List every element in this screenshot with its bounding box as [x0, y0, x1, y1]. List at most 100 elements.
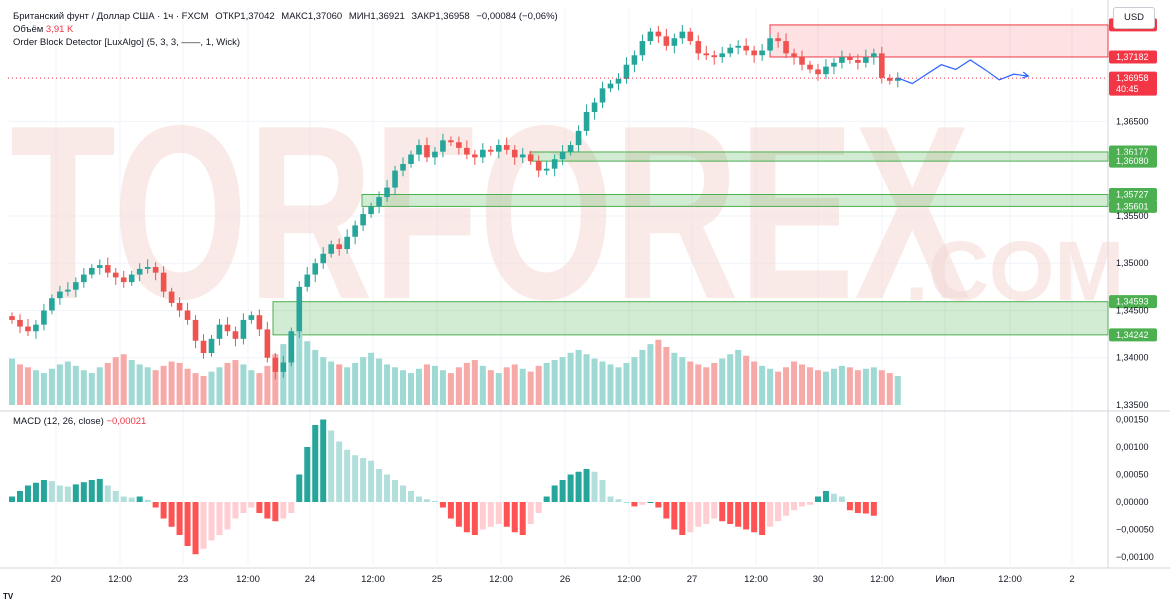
- time-axis[interactable]: 20 12:00 23 12:00 24 12:00 25 12:00 26 12:00 27 12:…: [51, 574, 1075, 585]
- candle-body: [352, 225, 358, 237]
- macd-legend[interactable]: MACD (12, 26, close) −0,00021: [13, 416, 146, 427]
- candle-body: [73, 282, 79, 290]
- price-tag: [1109, 199, 1157, 213]
- candle-body: [503, 145, 510, 150]
- macd-bar: [655, 502, 662, 508]
- candle-body: [400, 163, 406, 171]
- candle-body: [296, 286, 303, 332]
- candle-body: [791, 53, 797, 58]
- candle-body: [216, 324, 223, 339]
- volume-bar: [894, 376, 901, 405]
- macd-tick: 0,00000: [1116, 497, 1149, 507]
- candle-body: [663, 36, 670, 46]
- time-tick: Июл: [935, 574, 954, 585]
- macd-bar: [854, 502, 861, 513]
- macd-bar: [296, 474, 303, 502]
- close-value: 1,36958: [435, 11, 470, 22]
- candle-body: [751, 50, 757, 56]
- volume-bar: [296, 329, 303, 405]
- volume-bar: [192, 373, 199, 405]
- macd-tick: −0,00050: [1116, 525, 1154, 535]
- volume-bar: [176, 362, 183, 405]
- macd-bar: [120, 496, 127, 502]
- volume-bar: [846, 367, 853, 405]
- macd-bar: [783, 502, 790, 516]
- macd-bar: [838, 496, 845, 502]
- macd-bar: [232, 502, 239, 519]
- macd-bar: [88, 480, 95, 502]
- volume-bar: [751, 361, 758, 405]
- symbol-name[interactable]: Британский фунт / Доллар США · 1ч · FXCM: [13, 11, 209, 22]
- macd-bar: [152, 502, 159, 508]
- candle-body: [671, 38, 678, 46]
- volume-bar: [551, 360, 558, 405]
- volume-bar: [623, 362, 630, 405]
- tradingview-logo[interactable]: TV: [3, 592, 14, 601]
- candle-body: [168, 291, 175, 303]
- time-tick: 20: [51, 574, 62, 585]
- candle-body: [551, 159, 558, 169]
- macd-name[interactable]: MACD (12, 26, close): [13, 416, 104, 427]
- volume-label[interactable]: Объём: [13, 24, 44, 35]
- bullish-order-block: [272, 301, 1109, 336]
- price-tag-label: 1,34242: [1116, 330, 1149, 340]
- macd-bar: [535, 502, 542, 513]
- macd-bar: [727, 502, 734, 524]
- volume-bar: [88, 373, 95, 405]
- time-tick: 12:00: [617, 574, 641, 585]
- macd-bar: [695, 502, 702, 527]
- macd-bar: [208, 502, 215, 541]
- order-blocks: [272, 24, 1109, 336]
- volume-bar: [48, 368, 55, 405]
- volume-bar: [671, 352, 678, 405]
- macd-bar: [807, 502, 813, 505]
- macd-bar: [639, 502, 646, 505]
- volume-bar: [200, 376, 207, 405]
- candle-body: [527, 154, 534, 162]
- candle-body: [33, 324, 39, 332]
- bearish-order-block: [769, 24, 1109, 58]
- candlesticks[interactable]: [8, 25, 1108, 380]
- candle-body: [192, 319, 199, 341]
- volume-bar: [527, 371, 534, 405]
- candle-body: [9, 316, 15, 320]
- volume-legend[interactable]: Объём 3,91 K: [13, 24, 73, 35]
- volume-bar: [711, 362, 718, 405]
- volume-bar: [320, 357, 327, 405]
- volume-bar: [9, 358, 15, 405]
- macd-bar: [687, 502, 694, 533]
- macd-bar: [272, 502, 279, 522]
- volume-bar: [312, 349, 319, 405]
- candle-body: [128, 274, 135, 283]
- macd-bar: [224, 502, 231, 530]
- price-tick: 1,34500: [1116, 305, 1149, 315]
- macd-bar: [368, 460, 375, 502]
- currency-button[interactable]: USD: [1113, 7, 1155, 29]
- volume-bar: [288, 335, 295, 405]
- macd-bar: [376, 469, 383, 502]
- volume-bar: [886, 373, 893, 405]
- forecast-line: [897, 59, 1029, 85]
- macd-bar: [96, 478, 103, 502]
- volume-bar: [519, 368, 526, 405]
- time-tick: 12:00: [870, 574, 894, 585]
- macd-bar: [439, 502, 446, 508]
- indicator-legend[interactable]: Order Block Detector [LuxAlgo] (5, 3, 3,…: [13, 37, 240, 48]
- macd-bar: [735, 502, 742, 527]
- volume-bar: [64, 361, 71, 405]
- candle-body: [831, 62, 837, 67]
- volume-bar: [703, 367, 710, 405]
- indicator-name[interactable]: Order Block Detector [LuxAlgo] (5, 3, 3,…: [13, 37, 241, 48]
- macd-bar: [503, 502, 510, 527]
- candle-body: [647, 31, 654, 42]
- symbol-legend[interactable]: Британский фунт / Доллар США · 1ч · FXCM…: [13, 11, 558, 22]
- candle-body: [607, 83, 614, 89]
- volume-bar: [80, 370, 87, 405]
- volume-bar: [104, 362, 111, 405]
- macd-bar: [799, 502, 806, 507]
- volume-bar: [240, 364, 247, 405]
- price-tag-label: 1,34593: [1116, 297, 1149, 307]
- low-value: 1,36921: [370, 11, 405, 22]
- volume-bar: [423, 364, 430, 405]
